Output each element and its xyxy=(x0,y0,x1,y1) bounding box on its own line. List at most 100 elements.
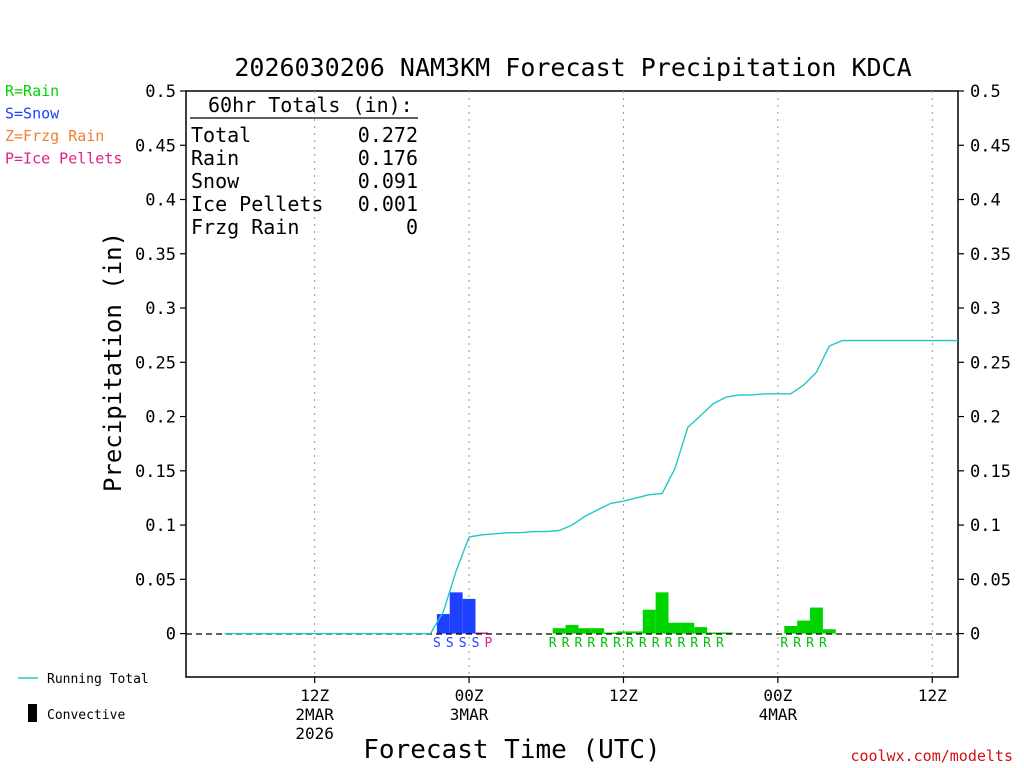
totals-box: 60hr Totals (in): Total 0.272 Rain 0.176 Sno… xyxy=(190,93,418,239)
bar-rain xyxy=(797,620,811,634)
ptype-letter: R xyxy=(549,636,557,651)
bottom-legend: Running Total Convective xyxy=(18,672,149,723)
convective-swatch xyxy=(28,704,37,722)
ptype-letter: R xyxy=(716,636,724,651)
bar-snow xyxy=(436,614,450,634)
y-tick-label-left: 0.4 xyxy=(145,191,176,211)
ptype-legend-item: S=Snow xyxy=(5,105,60,123)
bar-rain xyxy=(822,629,836,634)
totals-row-label: Snow xyxy=(191,169,240,193)
ptype-letter: S xyxy=(472,636,480,651)
y-tick-label-right: 0.35 xyxy=(970,245,1011,265)
bar-rain xyxy=(565,624,579,634)
totals-header: 60hr Totals (in): xyxy=(208,93,413,117)
x-tick-label: 12Z xyxy=(300,686,329,705)
convective-legend-label: Convective xyxy=(47,708,125,723)
totals-row-value: 0.091 xyxy=(358,169,418,193)
x-tick-label: 00Z xyxy=(455,686,484,705)
ptype-letter: S xyxy=(459,636,467,651)
ptype-legend-item: Z=Frzg Rain xyxy=(5,127,104,145)
x-tick-label: 12Z xyxy=(918,686,947,705)
y-tick-label-right: 0.3 xyxy=(970,299,1001,319)
ptype-letter: R xyxy=(819,636,827,651)
ptype-letter: R xyxy=(562,636,570,651)
y-tick-label-left: 0.15 xyxy=(135,462,176,482)
y-tick-label-left: 0.2 xyxy=(145,408,176,428)
bar-rain xyxy=(591,628,605,634)
y-tick-label-left: 0.1 xyxy=(145,516,176,536)
ptype-letter: R xyxy=(587,636,595,651)
y-tick-label-right: 0 xyxy=(970,625,980,645)
bar-snow xyxy=(462,598,476,634)
ptype-letter: R xyxy=(626,636,634,651)
ptype-letter: S xyxy=(433,636,441,651)
plot-frame xyxy=(185,90,959,678)
y-tick-label-left: 0.3 xyxy=(145,299,176,319)
ptype-letter: R xyxy=(703,636,711,651)
ptype-legend-item: P=Ice Pellets xyxy=(5,150,122,168)
bar-rain xyxy=(719,632,733,635)
bar-rain xyxy=(655,592,669,634)
ptype-letter: R xyxy=(639,636,647,651)
credit-link[interactable]: coolwx.com/modelts xyxy=(850,747,1013,765)
y-tick-label-right: 0.25 xyxy=(970,353,1011,373)
y-tick-label-right: 0.45 xyxy=(970,136,1011,156)
ptype-letter: R xyxy=(780,636,788,651)
x-tick-date-label: 4MAR xyxy=(759,705,798,724)
x-tick-year-label: 2026 xyxy=(295,724,334,743)
y-tick-label-left: 0.35 xyxy=(135,245,176,265)
totals-row-label: Total xyxy=(191,123,251,147)
bar-rain xyxy=(629,631,643,634)
y-tick-label-left: 0.5 xyxy=(145,82,176,102)
y-axis: 0.5 0.5 0.45 0.45 0.4 0.4 0.35 0.35 0.3 0.3 0.25 0.… xyxy=(135,82,1011,645)
y-tick-label-left: 0.05 xyxy=(135,570,176,590)
ptype-letter: R xyxy=(677,636,685,651)
totals-row-value: 0.001 xyxy=(358,192,418,216)
running-total-legend-label: Running Total xyxy=(47,672,149,687)
ptype-letter: R xyxy=(575,636,583,651)
totals-row-label: Ice Pellets xyxy=(191,192,323,216)
x-tick-label: 00Z xyxy=(763,686,792,705)
y-tick-label-right: 0.1 xyxy=(970,516,1001,536)
ptype-letter: R xyxy=(793,636,801,651)
totals-row-value: 0.272 xyxy=(358,123,418,147)
bar-rain xyxy=(784,625,798,634)
ptype-legend: R=Rain S=Snow Z=Frzg Rain P=Ice Pellets xyxy=(5,82,122,168)
bar-rain xyxy=(617,631,630,634)
chart-title: 2026030206 NAM3KM Forecast Precipitation… xyxy=(234,53,911,82)
x-axis-label: Forecast Time (UTC) xyxy=(363,735,660,765)
ptype-letter: R xyxy=(652,636,660,651)
bar-snow xyxy=(449,592,463,634)
bar-rain xyxy=(707,632,720,635)
ptype-letter: R xyxy=(690,636,698,651)
ptype-letter: R xyxy=(665,636,673,651)
y-tick-label-right: 0.4 xyxy=(970,191,1001,211)
totals-row-value: 0.176 xyxy=(358,146,418,170)
bar-rain xyxy=(578,628,592,634)
bar-rain xyxy=(810,607,823,634)
y-tick-label-right: 0.05 xyxy=(970,570,1011,590)
x-tick-date-label: 2MAR xyxy=(295,705,334,724)
totals-row-value: 0 xyxy=(406,215,418,239)
bar-rain xyxy=(552,628,566,634)
ptype-letter: R xyxy=(600,636,608,651)
bar-rain xyxy=(604,632,618,635)
totals-row-label: Rain xyxy=(191,146,239,170)
precip-bars xyxy=(436,592,836,635)
x-tick-date-label: 3MAR xyxy=(450,705,489,724)
totals-row-label: Frzg Rain xyxy=(191,215,299,239)
ptype-letter: R xyxy=(806,636,814,651)
y-tick-label-right: 0.2 xyxy=(970,408,1001,428)
y-tick-label-left: 0.25 xyxy=(135,353,176,373)
y-tick-label-right: 0.15 xyxy=(970,462,1011,482)
y-tick-label-left: 0 xyxy=(166,625,176,645)
ptype-letter: R xyxy=(613,636,621,651)
bar-rain xyxy=(694,627,708,634)
ptype-letter: S xyxy=(446,636,454,651)
bar-rain xyxy=(668,622,682,634)
bar-ice-pellets xyxy=(475,632,489,635)
running-total-line xyxy=(224,339,958,635)
